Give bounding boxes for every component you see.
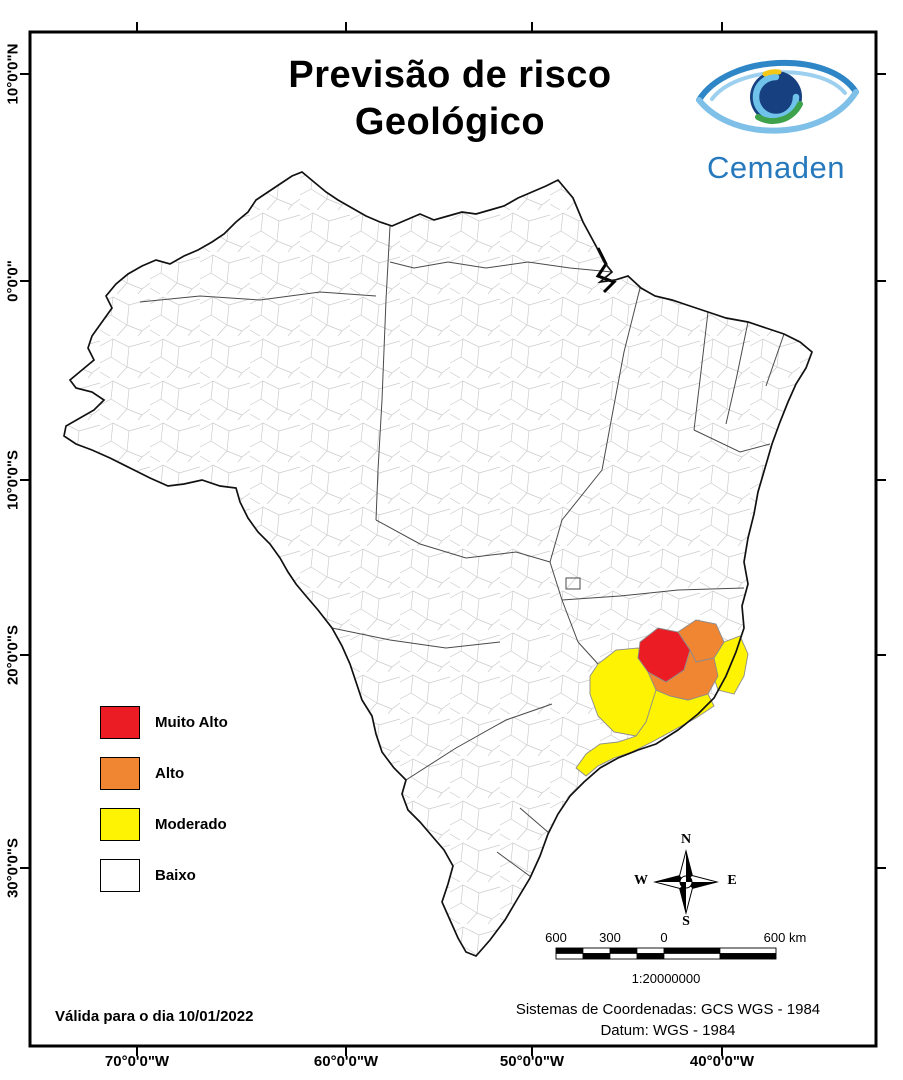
lat-label-30s: 30°0'0"S (4, 837, 22, 899)
lat-label-10n: 10°0'0"N (4, 43, 22, 105)
risk-region-muito-alto (637, 627, 691, 683)
compass-south-label: S (682, 914, 690, 929)
legend-label-alto: Alto (155, 765, 185, 782)
state-boundaries (139, 225, 785, 878)
legend-swatch-baixo (100, 859, 140, 892)
graticule-ticks (20, 22, 886, 1056)
cemaden-logo-wordmark: Cemaden (707, 150, 845, 185)
map-title-line1: Previsão de risco (288, 54, 612, 96)
compass-west-label: W (634, 873, 648, 888)
map-title-line2: Geológico (354, 101, 546, 143)
scale-ratio: 1:20000000 (631, 971, 701, 986)
crs-line2: Datum: WGS - 1984 (600, 1022, 736, 1039)
compass-rose-icon (653, 849, 719, 915)
lat-label-0: 0°0'0" (4, 260, 22, 302)
compass-north-label: N (680, 832, 692, 847)
legend-swatch-alto (100, 757, 140, 790)
legend-item-alto: Alto (100, 757, 228, 790)
map-frame (28, 30, 878, 1048)
scale-label-600-left: 600 (545, 930, 567, 945)
legend-label-muito-alto: Muito Alto (155, 714, 228, 731)
lat-label-20s: 20°0'0"S (4, 624, 22, 686)
scale-bar (555, 947, 777, 960)
crs-line1: Sistemas de Coordenadas: GCS WGS - 1984 (515, 1001, 821, 1018)
coordinate-system-text: Sistemas de Coordenadas: GCS WGS - 1984 … (460, 999, 876, 1041)
legend-label-moderado: Moderado (155, 816, 227, 833)
validity-date-text: Válida para o dia 10/01/2022 (55, 1008, 254, 1025)
lon-label-40w: 40°0'0"W (689, 1053, 755, 1070)
lon-label-50w: 50°0'0"W (499, 1053, 565, 1070)
lon-label-70w: 70°0'0"W (104, 1053, 170, 1070)
legend: Muito Alto Alto Moderado Baixo (100, 706, 228, 910)
legend-swatch-muito-alto (100, 706, 140, 739)
legend-swatch-moderado (100, 808, 140, 841)
compass-east-label: E (727, 873, 737, 888)
scale-label-300: 300 (599, 930, 621, 945)
scale-label-0: 0 (660, 930, 668, 945)
scale-label-600-km: 600 km (763, 930, 807, 945)
legend-item-baixo: Baixo (100, 859, 228, 892)
legend-label-baixo: Baixo (155, 867, 196, 884)
legend-item-muito-alto: Muito Alto (100, 706, 228, 739)
lat-label-10s: 10°0'0"S (4, 449, 22, 511)
amazon-river-mark (595, 247, 617, 294)
legend-item-moderado: Moderado (100, 808, 228, 841)
lon-label-60w: 60°0'0"W (313, 1053, 379, 1070)
cemaden-logo-eye-icon (696, 59, 859, 134)
